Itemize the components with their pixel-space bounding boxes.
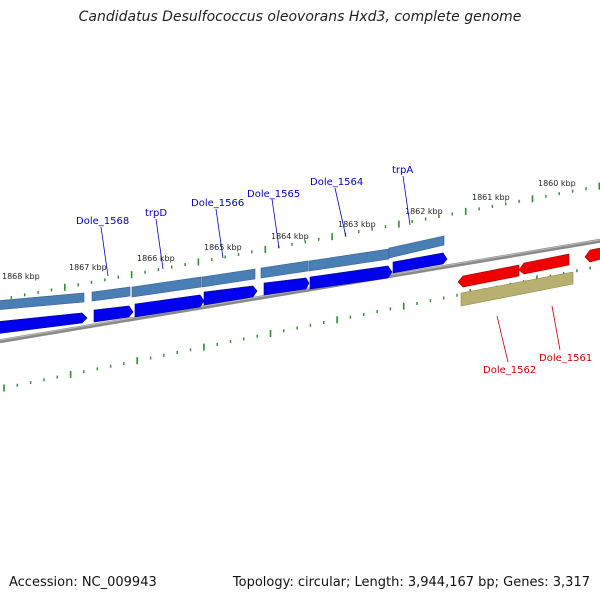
outer-tick-track [10,182,600,299]
feature-bar-dole-1568[interactable] [91,286,131,302]
gene-labels: Dole_1568 trpD Dole_1566 Dole_1565 Dole_… [76,165,592,376]
kbp-label: 1866 kbp [137,254,175,263]
feature-bar-trpa[interactable] [388,235,445,259]
kbp-label: 1865 kbp [204,243,242,252]
kbp-label: 1860 kbp [538,179,576,188]
feature-bar-reverse[interactable] [460,271,574,307]
leader-line-dole-1565 [271,198,280,249]
gene-arrow-dole-1569[interactable] [0,312,88,334]
leader-line-dole-1564 [334,187,347,238]
feature-bar-dole-1565[interactable] [260,260,309,279]
feature-bar-trpd[interactable] [131,276,202,298]
leader-line-dole-1566 [215,208,224,259]
kbp-label: 1864 kbp [271,232,309,241]
forward-gene-track [0,252,448,334]
gene-label-dole-1564[interactable]: Dole_1564 [310,177,363,188]
gene-label-dole-1566[interactable]: Dole_1566 [191,198,244,209]
gene-arrow-dole-1565[interactable] [263,277,310,296]
kbp-scale-labels: 1868 kbp 1867 kbp 1866 kbp 1865 kbp 1864… [2,179,576,281]
gene-label-dole-1568[interactable]: Dole_1568 [76,216,129,227]
feature-bar-dole-1564[interactable] [308,248,390,272]
leader-line-dole-1562 [496,315,509,363]
leader-line-trpd [155,218,164,270]
gene-label-dole-1565[interactable]: Dole_1565 [247,189,300,200]
gene-arrow-dole-1562[interactable] [457,264,520,288]
gene-arrow-dole-1561[interactable] [518,253,570,275]
map-title: Candidatus Desulfococcus oleovorans Hxd3… [78,9,522,25]
gene-arrow-trpa[interactable] [392,252,448,274]
kbp-label: 1862 kbp [405,207,443,216]
kbp-label: 1867 kbp [69,263,107,272]
gene-arrow-dole-1566[interactable] [203,285,258,306]
kbp-label: 1863 kbp [338,220,376,229]
gene-arrow-trpd[interactable] [134,294,205,318]
gene-label-dole-1562[interactable]: Dole_1562 [483,365,536,376]
reverse-gene-track [457,247,600,288]
gene-label-trpd[interactable]: trpD [145,208,167,219]
leader-line-dole-1568 [100,226,109,277]
kbp-label: 1868 kbp [2,272,40,281]
gene-arrow-dole-1560[interactable] [584,247,600,263]
gene-arrow-dole-1564[interactable] [309,265,393,290]
feature-bar-dole-1566[interactable] [201,268,256,288]
gene-label-trpa[interactable]: trpA [392,165,413,176]
gene-arrow-dole-1568[interactable] [93,305,134,323]
leader-line-dole-1561 [551,305,561,351]
feature-bar-dole-1569[interactable] [0,292,85,310]
leader-line-trpa [402,175,411,226]
accession-text: Accession: NC_009943 [9,575,157,590]
kbp-label: 1861 kbp [472,193,510,202]
gene-label-dole-1561[interactable]: Dole_1561 [539,353,592,364]
forward-feature-track [0,235,445,310]
topology-text: Topology: circular; Length: 3,944,167 bp… [232,575,590,590]
genome-backbone [0,238,600,344]
gene-leader-lines [100,175,561,363]
